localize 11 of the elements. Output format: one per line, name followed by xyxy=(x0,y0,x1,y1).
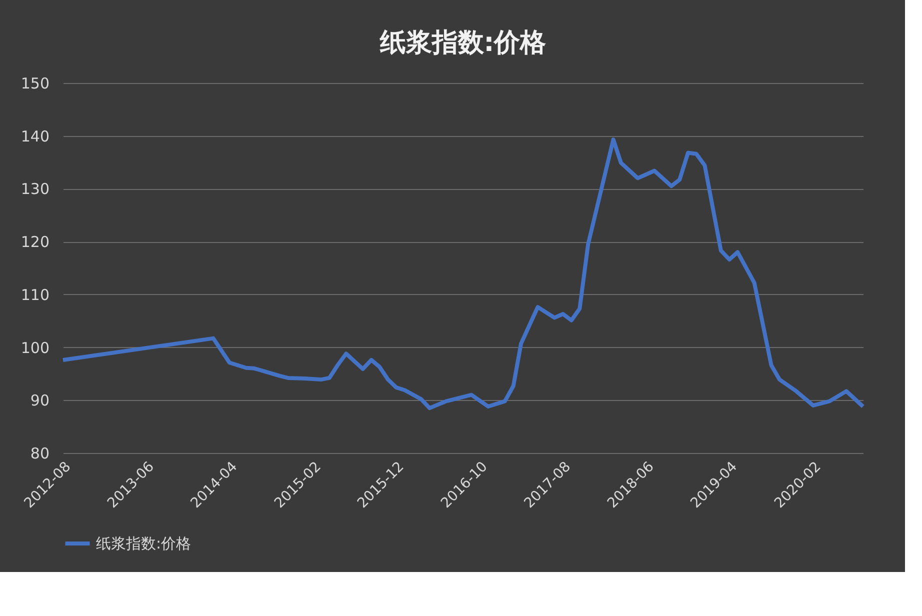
legend-label: 纸浆指数:价格 xyxy=(96,534,192,552)
y-tick-label: 120 xyxy=(20,233,50,252)
line-series xyxy=(61,138,865,410)
y-tick-label: 100 xyxy=(20,338,50,357)
y-tick-label: 150 xyxy=(20,74,50,92)
y-tick-label: 110 xyxy=(20,286,50,304)
y-tick-label: 140 xyxy=(20,127,50,146)
chart-title: 纸浆指数:价格 xyxy=(378,28,546,58)
y-tick-label: 80 xyxy=(30,444,50,462)
y-tick-label: 130 xyxy=(20,180,50,198)
y-tick-label: 90 xyxy=(30,392,50,410)
